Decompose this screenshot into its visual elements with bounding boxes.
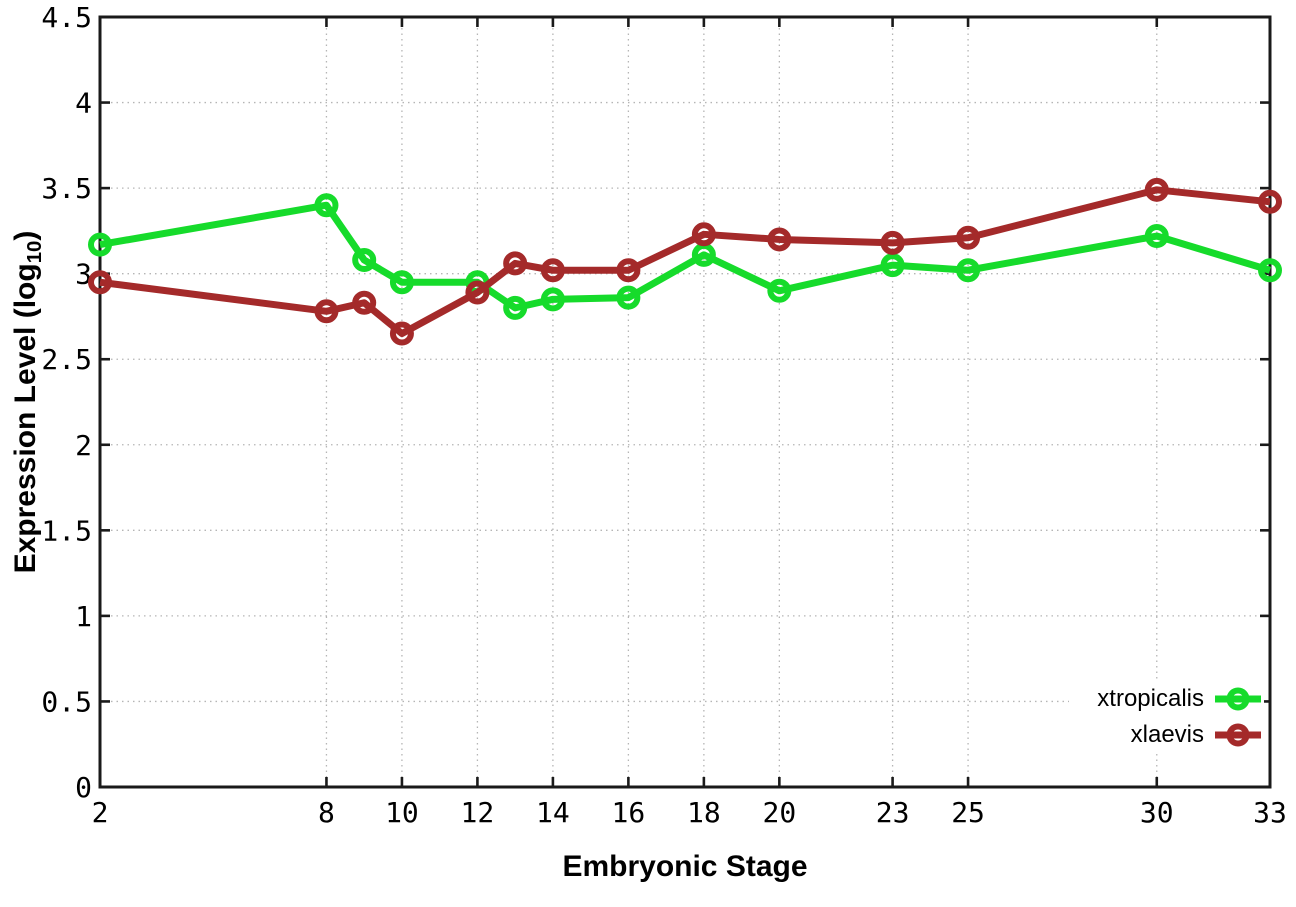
data-point-xtropicalis [503,295,528,320]
x-tick-label: 25 [951,796,985,829]
legend-item-xtropicalis: xtropicalis [1097,683,1262,715]
data-point-xlaevis [767,227,792,252]
y-axis-label-end: ) [9,230,43,241]
y-axis-label-subscript: 10 [23,240,46,264]
data-point-xlaevis [1258,189,1282,214]
data-point-xtropicalis [1258,258,1282,283]
data-point-xlaevis [352,290,377,315]
data-point-xtropicalis [88,232,112,257]
plot-border [98,15,1272,789]
y-tick-label: 3 [75,258,92,291]
data-point-xlaevis [503,251,528,276]
legend-label-xtropicalis: xtropicalis [1097,685,1204,712]
x-tick-label: 20 [762,796,796,829]
data-point-xlaevis [465,280,490,305]
data-point-xtropicalis [314,193,339,218]
data-point-xlaevis [314,299,339,324]
data-point-xtropicalis [767,278,792,303]
data-point-xtropicalis [616,285,641,310]
x-tick-label: 8 [318,796,335,829]
series-line-xtropicalis [99,201,1272,312]
x-tick-label: 10 [385,796,419,829]
y-tick-label: 2 [75,429,92,462]
y-axis-label-main: Expression Level (log [9,263,43,574]
data-point-xlaevis [956,225,981,250]
data-point-xlaevis [540,258,565,283]
y-tick-label: 0 [75,771,92,804]
data-point-xlaevis [691,222,716,247]
y-tick-label: 0.5 [41,685,92,718]
x-tick-label: 33 [1253,796,1287,829]
data-point-xlaevis [88,270,112,295]
data-point-xtropicalis [389,270,414,295]
data-point-xlaevis [389,321,414,346]
legend-item-xlaevis: xlaevis [1097,719,1262,751]
legend-marker-xlaevis-icon [1215,723,1261,747]
y-axis-label: Expression Level (log10) [9,231,47,574]
y-tick-label: 1.5 [41,514,92,547]
y-tick-label: 4.5 [41,1,92,34]
y-tick-label: 3.5 [41,172,92,205]
legend: xtropicalis xlaevis [1069,681,1264,753]
x-tick-label: 23 [876,796,910,829]
x-tick-label: 14 [536,796,570,829]
y-tick-label: 2.5 [41,343,92,376]
data-point-xtropicalis [540,287,565,312]
x-tick-label: 30 [1140,796,1174,829]
x-tick-label: 16 [612,796,646,829]
y-tick-label: 1 [75,600,92,633]
data-point-xtropicalis [956,258,981,283]
y-tick-label: 4 [75,87,92,120]
x-tick-label: 12 [461,796,495,829]
x-tick-label: 18 [687,796,721,829]
data-point-xtropicalis [880,253,905,278]
data-point-xlaevis [880,230,905,255]
data-point-xtropicalis [1144,224,1169,249]
data-point-xlaevis [616,258,641,283]
x-tick-label: 2 [92,796,109,829]
data-point-xlaevis [1144,177,1169,202]
legend-label-xlaevis: xlaevis [1130,721,1204,748]
legend-marker-xtropicalis-icon [1215,687,1261,711]
data-point-xtropicalis [352,247,377,272]
x-axis-label: Embryonic Stage [562,850,808,883]
